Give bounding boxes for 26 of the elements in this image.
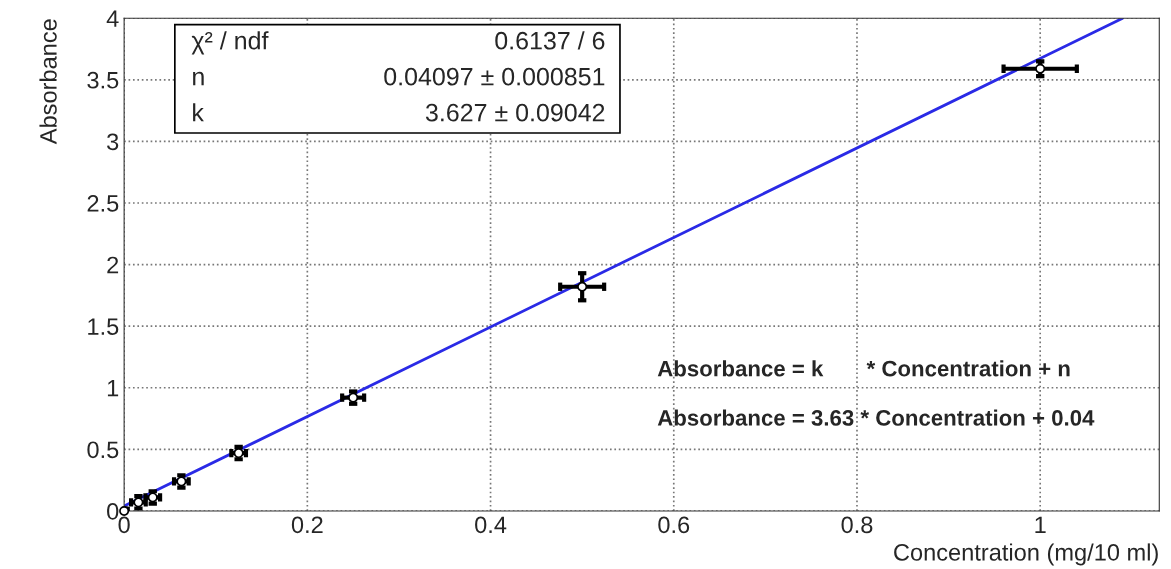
y-tick-label: 0 <box>107 503 119 520</box>
x-tick-label: 0.2 <box>291 516 323 534</box>
y-tick-label: 3.5 <box>87 71 119 89</box>
x-axis-title: Concentration (mg/10 ml) <box>894 543 1158 566</box>
x-tick-label: 0.4 <box>475 516 507 534</box>
annotation: k <box>193 103 204 122</box>
x-tick-label: 0 <box>118 516 130 534</box>
y-tick-label: 0.5 <box>87 441 119 459</box>
y-tick-label: 1.5 <box>88 318 119 335</box>
annotation: χ² / ndf <box>191 31 269 55</box>
y-tick-label: 2.5 <box>87 195 119 212</box>
x-tick-label: 0.8 <box>841 516 873 534</box>
annotation: Absorbance = 3.63 * Concentration + 0.04 <box>657 409 1095 426</box>
y-tick-label: 3 <box>107 133 119 151</box>
annotation: n <box>193 71 204 86</box>
y-axis-title: Absorbance <box>39 19 57 145</box>
y-tick-label: 4 <box>106 10 119 27</box>
annotation: 0.6137 / 6 <box>495 31 605 50</box>
y-tick-label: 1 <box>107 380 119 397</box>
annotation: 3.627 ± 0.09042 <box>425 103 605 122</box>
x-tick-label: 0.6 <box>658 516 690 534</box>
x-tick-label: 1 <box>1035 516 1046 533</box>
annotation: 0.04097 ± 0.000851 <box>384 67 605 86</box>
y-tick-label: 2 <box>107 256 119 274</box>
annotation: Absorbance = k * Concentration + n <box>657 360 1070 377</box>
point <box>577 281 588 292</box>
